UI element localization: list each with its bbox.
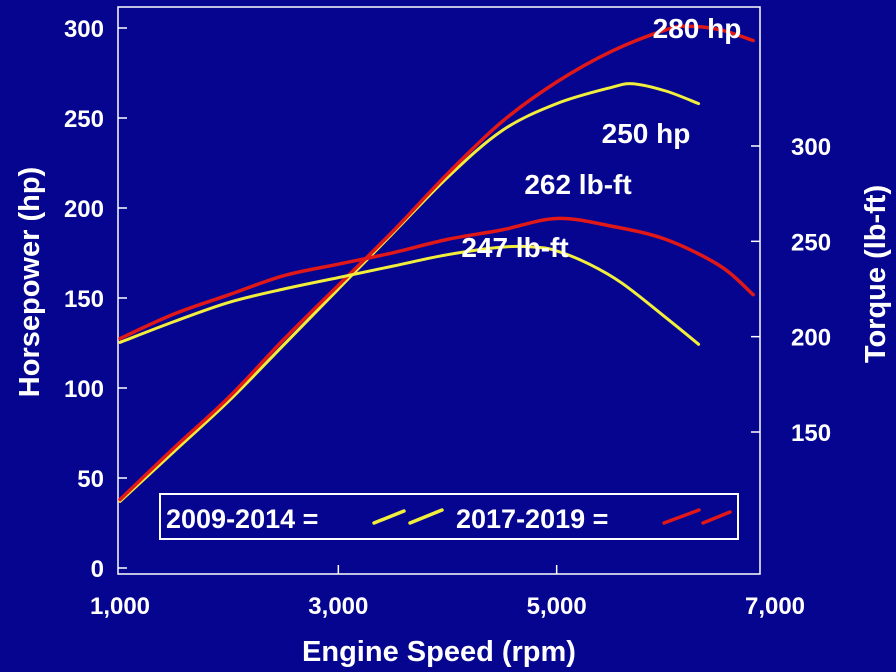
y-tick-label: 0	[91, 556, 104, 583]
legend-label-2017: 2017-2019 =	[456, 504, 608, 534]
x-tick-label: 1,000	[90, 593, 150, 620]
y-tick-label: 300	[64, 16, 104, 43]
y-axis-title: Horsepower (hp)	[14, 167, 46, 397]
y2-tick-label: 150	[791, 420, 831, 447]
legend-swatch-2009	[372, 509, 406, 525]
legend-swatch-2017	[701, 510, 732, 525]
legend-swatch-2017	[662, 508, 701, 525]
y2-axis-ticks: 150 200 250 300	[751, 134, 831, 447]
legend-label-2009: 2009-2014 =	[166, 504, 318, 534]
series-line-tq-2017	[118, 216, 755, 341]
x-tick-label: 7,000	[745, 593, 805, 620]
y-axis-ticks: 0 50 100 150 200 250 300	[64, 16, 127, 583]
series-line-hp-2017	[118, 24, 755, 502]
y2-tick-label: 300	[791, 134, 831, 161]
y-tick-label: 100	[64, 376, 104, 403]
legend-box	[159, 493, 739, 540]
legend: 2009-2014 = 2017-2019 =	[159, 493, 739, 540]
series-line-tq-2009	[118, 244, 701, 346]
legend-swatch-2009	[408, 508, 444, 525]
annotation-hp-2009: 250 hp	[602, 118, 691, 149]
series-line-hp-2009	[118, 82, 701, 503]
plot-frame	[117, 6, 761, 575]
y2-tick-label: 200	[791, 325, 831, 352]
x-tick-label: 5,000	[527, 593, 587, 620]
y2-axis-title: Torque (lb-ft)	[860, 185, 892, 363]
y2-tick-label: 250	[791, 229, 831, 256]
x-tick-label: 3,000	[308, 593, 368, 620]
series-lines	[118, 24, 755, 503]
y-tick-label: 50	[77, 466, 104, 493]
y-tick-label: 250	[64, 106, 104, 133]
y-tick-label: 150	[64, 286, 104, 313]
annotation-torque-2009: 247 lb-ft	[461, 232, 568, 263]
annotation-hp-2017: 280 hp	[653, 13, 742, 44]
annotation-torque-2017: 262 lb-ft	[524, 169, 631, 200]
x-axis-title: Engine Speed (rpm)	[302, 636, 576, 668]
x-axis-ticks: 1,000 3,000 5,000 7,000	[90, 565, 805, 620]
y-tick-label: 200	[64, 196, 104, 223]
